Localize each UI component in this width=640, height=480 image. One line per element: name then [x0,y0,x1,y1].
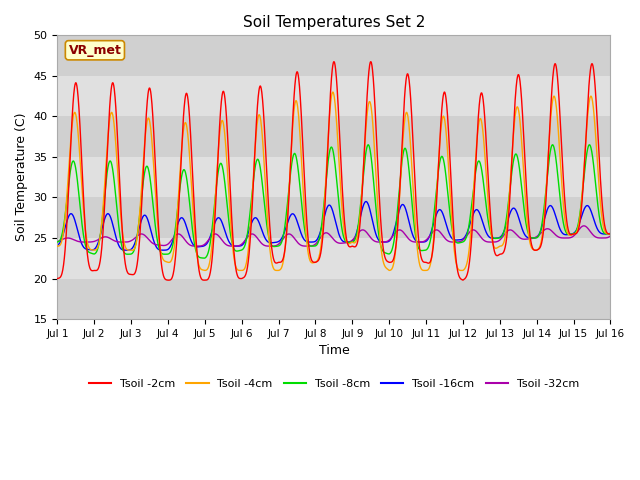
Legend: Tsoil -2cm, Tsoil -4cm, Tsoil -8cm, Tsoil -16cm, Tsoil -32cm: Tsoil -2cm, Tsoil -4cm, Tsoil -8cm, Tsoi… [84,374,584,393]
Title: Soil Temperatures Set 2: Soil Temperatures Set 2 [243,15,425,30]
Bar [58,197,611,238]
Y-axis label: Soil Temperature (C): Soil Temperature (C) [15,113,28,241]
Bar [58,36,611,76]
X-axis label: Time: Time [319,344,349,357]
Bar [58,238,611,278]
Bar [58,117,611,157]
Text: VR_met: VR_met [68,44,122,57]
Bar [58,278,611,319]
Bar [58,76,611,117]
Bar [58,157,611,197]
